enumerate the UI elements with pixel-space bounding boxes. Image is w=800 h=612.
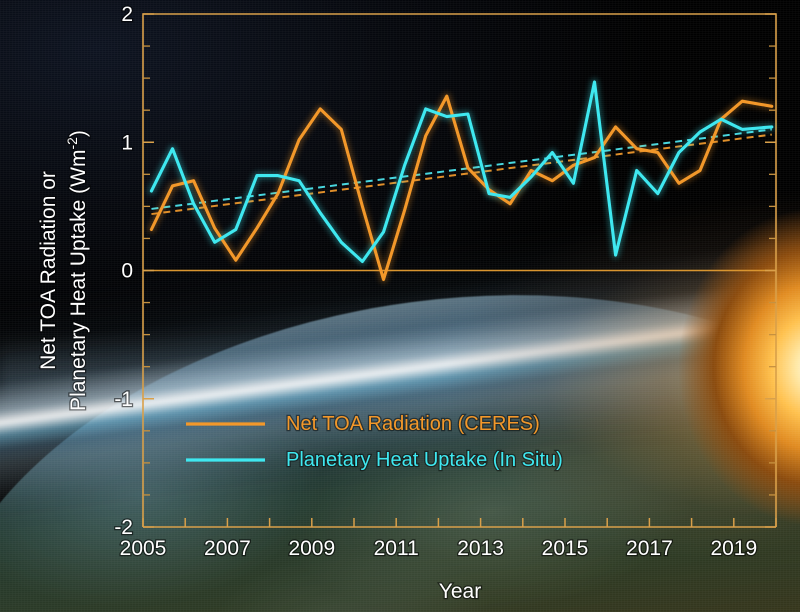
y-axis-title: Net TOA Radiation or Planetary Heat Uptak…	[36, 129, 92, 412]
series-line	[149, 94, 774, 282]
trend-lines	[151, 128, 772, 216]
y-tick-label: -1	[114, 388, 133, 411]
sunrise-glow	[540, 0, 800, 612]
y-axis-title-line: Net TOA Radiation or	[36, 170, 62, 371]
chart-legend: Net TOA Radiation (CERES) Planetary Heat …	[186, 412, 564, 472]
svg-text:Net TOA Radiation or: Net TOA Radiation or	[37, 171, 60, 370]
y-tick-label: 1	[121, 131, 133, 154]
y-tick-label: 2	[121, 3, 133, 26]
trend-line	[151, 133, 772, 216]
x-tick-label: 2011	[374, 537, 419, 560]
x-tick-label: 2009	[288, 537, 335, 560]
y-tick-label: 0	[121, 260, 133, 283]
x-tick-label: 2017	[626, 537, 673, 560]
series-glow	[147, 78, 776, 265]
x-tick-label: 2019	[710, 537, 757, 560]
legend-label: Net TOA Radiation (CERES)	[286, 413, 540, 435]
x-tick-label: 2015	[542, 537, 589, 560]
axis-tick-labels: -2 -1 0 1 2 2005 2007 2009 2011 2013 2015 2017 2019	[113, 2, 758, 562]
x-tick-label: 2005	[120, 537, 167, 560]
x-axis-title: Year	[439, 580, 481, 603]
data-series	[147, 78, 776, 283]
x-tick-label: 2007	[204, 537, 251, 560]
series-line	[149, 80, 774, 264]
axis-ticks	[142, 13, 777, 528]
series-glow	[147, 92, 776, 283]
svg-text:Planetary Heat Uptake (Wm-2): Planetary Heat Uptake (Wm-2)	[64, 130, 90, 411]
y-tick-label: -2	[114, 516, 133, 539]
trend-line	[151, 128, 772, 210]
y-axis-title-line: Planetary Heat Uptake (Wm-2)	[63, 129, 92, 412]
x-tick-label: 2013	[457, 537, 504, 560]
legend-label: Planetary Heat Uptake (In Situ)	[286, 449, 563, 471]
